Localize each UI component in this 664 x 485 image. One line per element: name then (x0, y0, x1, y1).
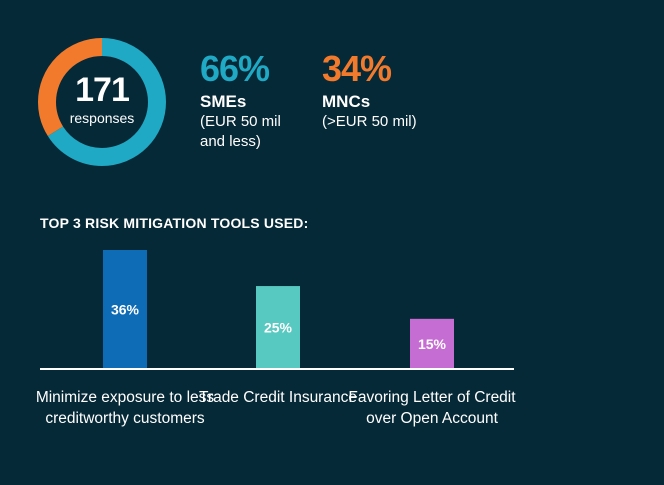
mnc-stat: 34% MNCs (>EUR 50 mil) (322, 50, 432, 132)
sme-description: (EUR 50 mil and less) (200, 113, 281, 150)
sme-name: SMEs (200, 92, 247, 111)
mnc-name: MNCs (322, 92, 371, 111)
chart-title: TOP 3 RISK MITIGATION TOOLS USED: (40, 215, 309, 231)
bar (256, 286, 300, 368)
sme-percentage: 66% (200, 48, 270, 89)
bar (410, 318, 454, 368)
mnc-description: (>EUR 50 mil) (322, 113, 417, 130)
mnc-percentage: 34% (322, 48, 392, 89)
sme-stat: 66% SMEs (EUR 50 mil and less) (200, 50, 310, 152)
bar-value-label: 36% (111, 302, 140, 318)
bar-value-label: 15% (418, 336, 447, 352)
category-label: Minimize exposure to less creditworthy c… (35, 389, 215, 427)
donut-chart (38, 38, 166, 166)
donut-segment-mnc (38, 38, 166, 166)
category-label: Trade Credit Insurance (199, 389, 357, 406)
responses-count: 171 (75, 71, 130, 109)
bar (103, 250, 147, 368)
bar-value-label: 25% (264, 320, 293, 336)
category-label: Favoring Letter of Credit over Open Acco… (348, 389, 516, 427)
responses-donut: 171 responses (38, 38, 166, 166)
donut-center: 171 responses (38, 38, 166, 166)
responses-label: responses (69, 110, 135, 126)
